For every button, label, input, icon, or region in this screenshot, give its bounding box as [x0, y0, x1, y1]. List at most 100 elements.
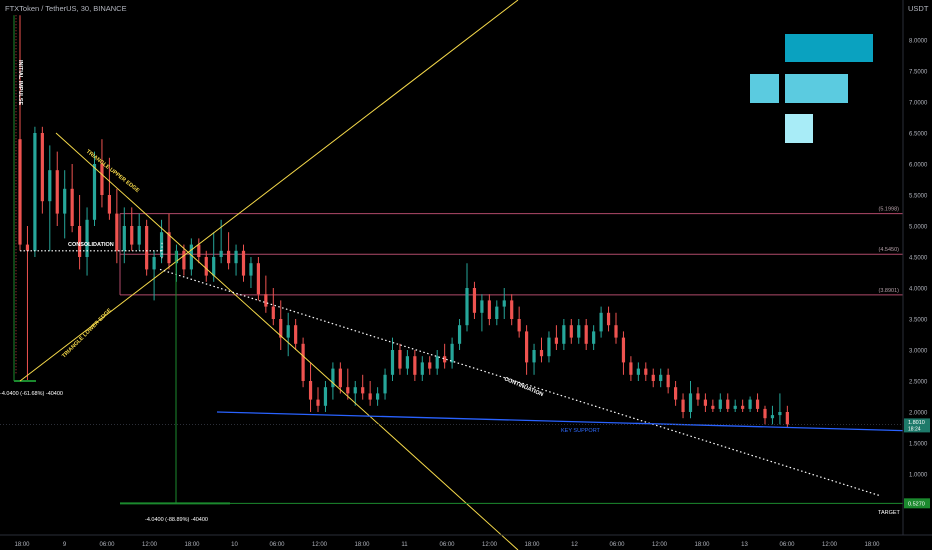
initial-impulse-label: INITIAL IMPULSE	[17, 60, 23, 105]
candle-body	[249, 263, 253, 276]
candle-body	[286, 325, 290, 338]
logo-bar-top	[785, 34, 873, 62]
candle-body	[40, 133, 44, 202]
x-tick-label: 06:00	[609, 542, 625, 548]
y-tick-label: 1.5000	[909, 442, 928, 448]
y-tick-label: 7.5000	[909, 70, 928, 76]
x-tick-label: 12:00	[482, 542, 498, 548]
candle-body	[159, 232, 164, 257]
x-tick-label: 13	[741, 542, 748, 548]
candle-body	[92, 164, 97, 220]
candles[interactable]	[18, 15, 789, 428]
candle-body	[100, 164, 104, 195]
triangle-lower-edge	[19, 0, 519, 382]
x-tick-label: 06:00	[779, 542, 795, 548]
candle-body	[18, 139, 22, 245]
candle-body	[227, 250, 231, 264]
candle-body	[517, 319, 521, 332]
candle-body	[115, 213, 119, 251]
candle-body	[584, 325, 588, 344]
candle-body	[510, 300, 514, 319]
candle-body	[547, 337, 551, 357]
x-tick-label: 12	[571, 542, 578, 548]
candle-body	[78, 226, 82, 257]
candle-body	[271, 306, 275, 319]
candle-body	[755, 399, 760, 409]
candle-body	[63, 188, 67, 214]
candle-body	[569, 325, 573, 338]
y-tick-label: 8.0000	[909, 39, 928, 45]
candle-body	[405, 356, 409, 369]
candle-body	[696, 393, 700, 400]
x-tick-label: 12:00	[312, 542, 328, 548]
candle-body	[122, 226, 126, 251]
y-tick-label: 2.0000	[909, 411, 928, 417]
x-tick-label: 06:00	[269, 542, 285, 548]
candle-body	[204, 257, 208, 276]
candle-body	[346, 387, 350, 394]
measure-label-2: -4.0400 (-88.89%) -40400	[145, 517, 208, 523]
ftx-logo	[750, 34, 873, 143]
candle-body	[33, 133, 37, 251]
x-tick-label: 12:00	[142, 542, 158, 548]
x-tick-label: 11	[401, 542, 408, 548]
x-tick-label: 06:00	[439, 542, 455, 548]
consolidation-label: CONSOLIDATION	[68, 242, 114, 248]
x-tick-label: 12:00	[822, 542, 838, 548]
candle-body	[241, 250, 246, 276]
logo-square-bottom	[785, 114, 813, 143]
current-price-value: 1.8010	[908, 420, 925, 426]
candle-body	[465, 288, 469, 326]
candle-body	[338, 368, 342, 388]
continuation-line	[159, 268, 881, 497]
price-axis[interactable]: 8.0000 7.5000 7.0000 6.5000 6.0000 5.5000 5.00…	[902, 0, 932, 550]
candle-body	[741, 405, 745, 409]
key-support-label: KEY SUPPORT	[561, 428, 601, 434]
candle-body	[70, 188, 74, 226]
time-axis[interactable]: 18:00 9 06:00 12:00 18:00 10 06:00 12:00 18:00 11…	[0, 534, 932, 548]
candle-body	[197, 244, 201, 257]
candle-body	[55, 170, 59, 214]
y-tick-label: 3.0000	[909, 349, 928, 355]
key-support-line	[216, 411, 904, 432]
candle-body	[420, 362, 424, 375]
candle-body	[301, 343, 305, 381]
candle-body	[644, 368, 648, 375]
candle-body	[487, 300, 491, 319]
candle-body	[450, 343, 454, 363]
candle-body	[785, 412, 789, 425]
x-tick-label: 18:00	[184, 542, 200, 548]
target-label: TARGET	[878, 510, 901, 516]
logo-bar-middle	[785, 74, 848, 103]
candle-body	[182, 250, 186, 270]
y-tick-label: 4.0000	[909, 287, 928, 293]
candle-body	[152, 257, 156, 270]
candle-body	[659, 374, 663, 381]
fib-level-label: (5.1998)	[879, 207, 900, 213]
candle-body	[145, 226, 149, 270]
x-tick-label: 9	[63, 542, 67, 548]
triangle-upper-edge	[55, 132, 519, 550]
candle-body	[763, 408, 767, 419]
candle-body	[592, 331, 596, 344]
candle-body	[85, 219, 89, 257]
candle-body	[167, 232, 171, 264]
candle-body	[502, 300, 506, 307]
candle-body	[472, 288, 477, 313]
x-tick-label: 18:00	[694, 542, 710, 548]
currency-label: USDT	[908, 4, 929, 13]
y-tick-label: 4.5000	[909, 256, 928, 262]
x-tick-label: 18:00	[14, 542, 30, 548]
candle-body	[323, 387, 328, 406]
y-tick-label: 5.0000	[909, 225, 928, 231]
x-tick-label: 06:00	[99, 542, 115, 548]
candle-body	[316, 399, 320, 406]
candle-body	[606, 312, 611, 326]
y-tick-label: 6.0000	[909, 163, 928, 169]
x-tick-label: 12:00	[652, 542, 668, 548]
candle-body	[629, 362, 633, 375]
candle-body	[681, 399, 685, 412]
candle-body	[733, 405, 737, 409]
target-price-value: 0.5270	[908, 501, 925, 507]
